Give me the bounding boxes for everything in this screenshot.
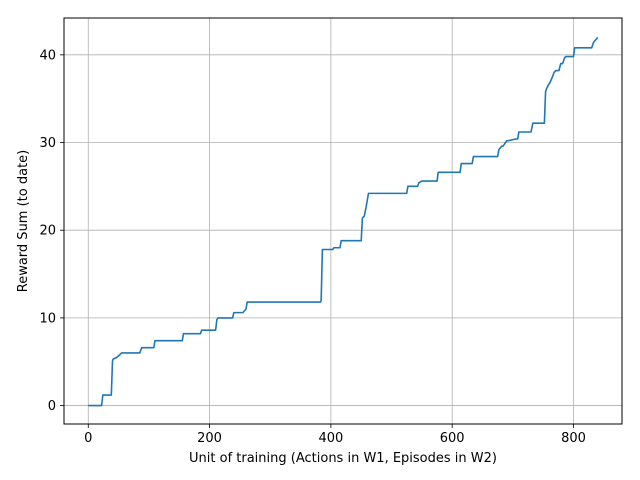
x-tick-label: 400	[318, 431, 343, 446]
series-layer	[88, 36, 599, 407]
plot-frame	[63, 17, 623, 425]
x-tick-label: 800	[561, 431, 586, 446]
y-tick-label: 30	[39, 136, 56, 151]
series-line	[88, 36, 599, 407]
y-tick-label: 0	[48, 399, 56, 414]
ticks: 0 200 400 600 800 0 10 20 30 40	[39, 48, 585, 446]
y-tick-label: 20	[39, 224, 56, 239]
y-tick-label: 10	[39, 311, 56, 326]
y-axis-label: Reward Sum (to date)	[16, 150, 31, 292]
plot-area	[64, 18, 622, 424]
x-axis-label: Unit of training (Actions in W1, Episode…	[189, 451, 497, 466]
grid	[64, 18, 622, 424]
x-tick-label: 600	[440, 431, 465, 446]
x-tick-label: 0	[84, 431, 92, 446]
y-tick-label: 40	[39, 48, 56, 63]
x-tick-label: 200	[197, 431, 222, 446]
